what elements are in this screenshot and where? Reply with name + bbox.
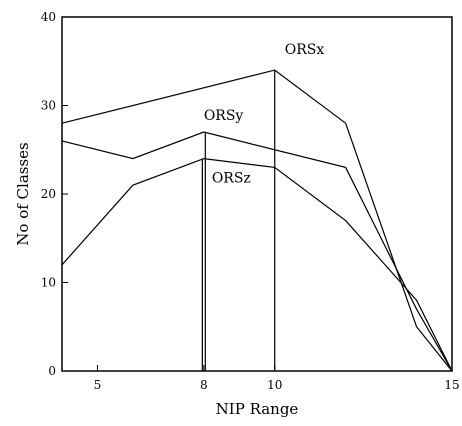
series-lines [61,69,453,372]
x-axis-title: NIP Range [216,400,299,418]
y-tick-label: 20 [41,187,56,201]
y-axis-title: No of Classes [14,142,32,245]
x-tick-label: 15 [444,378,459,392]
series-label-orsx: ORSx [285,42,325,58]
x-tick-label: 8 [200,378,208,392]
plot-frame [61,16,453,372]
x-tick-label: 10 [267,378,282,392]
series-line-orsx [61,69,453,372]
y-tick-label: 30 [41,99,56,113]
series-line-orsz [61,157,453,372]
series-label-orsy: ORSy [204,108,244,124]
series-labels: ORSx ORSy ORSz [204,42,325,187]
x-tick-label: 5 [94,378,102,392]
axis-ticks: 0 10 20 30 40 5 8 10 15 [41,10,460,392]
y-tick-label: 40 [41,10,56,24]
y-tick-label: 0 [48,364,56,378]
y-tick-label: 10 [41,276,56,290]
series-label-orsz: ORSz [212,171,251,187]
series-line-orsy [61,131,453,372]
